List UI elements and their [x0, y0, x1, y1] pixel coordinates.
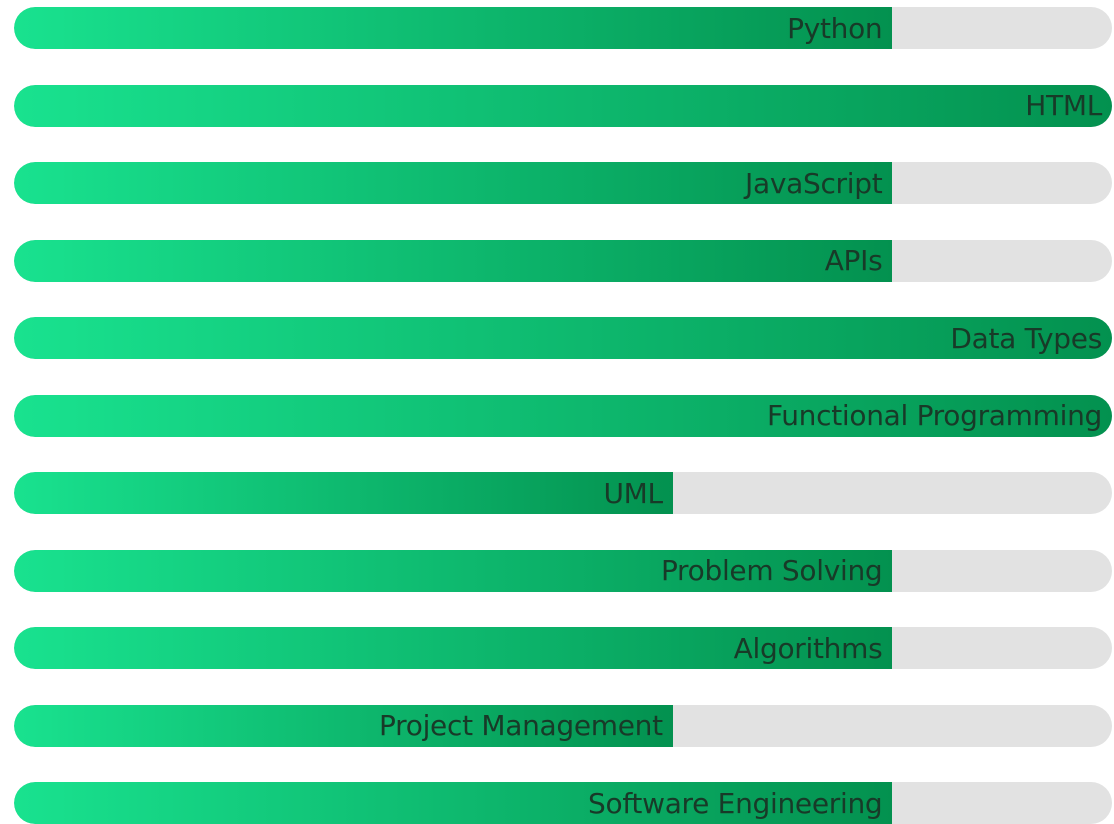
skill-track: Software Engineering — [14, 782, 1112, 824]
skill-label: Software Engineering — [588, 786, 883, 820]
skill-bar: HTML — [14, 84, 1112, 127]
skill-track: HTML — [14, 84, 1112, 127]
skill-bar: Project Management — [14, 704, 673, 747]
skill-track: Python — [14, 7, 1112, 49]
skill-track: Functional Programming — [14, 394, 1112, 437]
skill-label: Functional Programming — [766, 399, 1102, 432]
skill-track: APIs — [14, 239, 1112, 282]
skill-track: Project Management — [14, 704, 1112, 747]
skill-bar: Software Engineering — [14, 782, 893, 824]
skill-bar: Problem Solving — [14, 549, 893, 592]
skill-bar: Functional Programming — [14, 394, 1112, 437]
skill-bar: Data Types — [14, 317, 1112, 359]
skill-label: JavaScript — [745, 166, 883, 200]
skill-label: HTML — [1025, 89, 1102, 122]
skill-label: Algorithms — [733, 631, 883, 665]
skill-track: Problem Solving — [14, 549, 1112, 592]
skill-bar: JavaScript — [14, 162, 893, 204]
skill-bar: Algorithms — [14, 627, 893, 669]
skill-label: Problem Solving — [660, 554, 883, 587]
skill-label: Project Management — [379, 709, 663, 742]
skill-track: JavaScript — [14, 162, 1112, 204]
skill-label: Data Types — [950, 321, 1102, 355]
skill-track: UML — [14, 472, 1112, 514]
skill-bar: APIs — [14, 239, 893, 282]
skill-label: Python — [787, 11, 883, 45]
skill-track: Data Types — [14, 317, 1112, 359]
skill-label: UML — [603, 476, 663, 510]
skill-label: APIs — [824, 244, 883, 277]
skill-bar: Python — [14, 7, 893, 49]
skill-track: Algorithms — [14, 627, 1112, 669]
skill-bar: UML — [14, 472, 673, 514]
